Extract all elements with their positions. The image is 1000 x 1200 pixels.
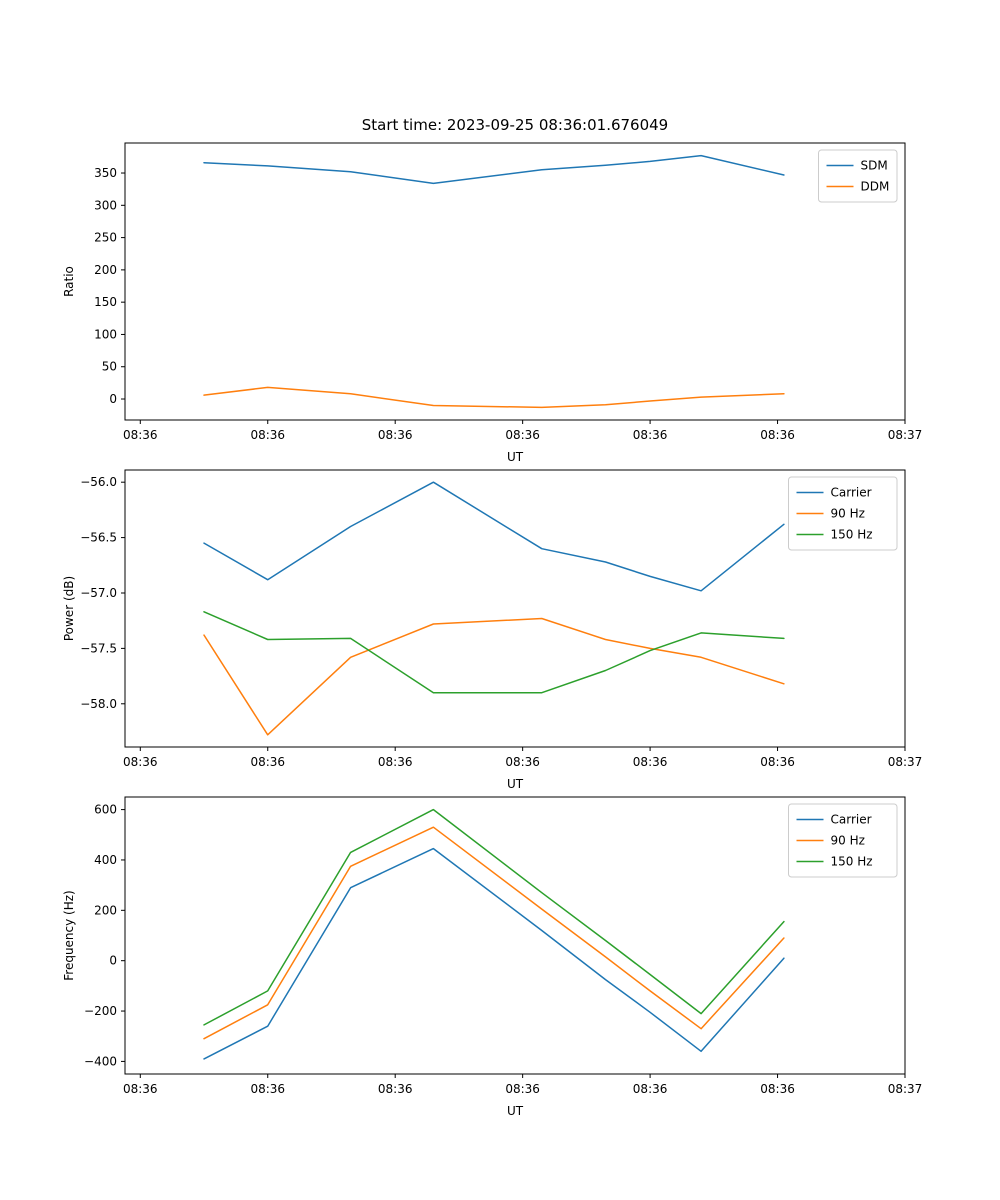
power-series-carrier — [203, 481, 785, 592]
legend-box — [788, 476, 898, 551]
legend-box — [788, 803, 898, 878]
x-tick-label: 08:36 — [378, 1082, 413, 1096]
y-tick-label: 300 — [94, 198, 117, 212]
ratio-series-ddm — [203, 386, 785, 409]
y-axis-label: Ratio — [62, 266, 76, 297]
y-tick-label: 200 — [94, 263, 117, 277]
y-tick-label: −400 — [84, 1054, 117, 1068]
x-tick-label: 08:36 — [250, 755, 285, 769]
legend-label-carrier: Carrier — [831, 486, 872, 500]
frequency-series-90-hz — [203, 826, 785, 1040]
x-tick-label: 08:36 — [760, 428, 795, 442]
legend-label-sdm: SDM — [861, 159, 888, 173]
y-tick-label: 400 — [94, 853, 117, 867]
legend-label-carrier: Carrier — [831, 813, 872, 827]
y-tick-label: −200 — [84, 1004, 117, 1018]
y-tick-label: 150 — [94, 295, 117, 309]
x-tick-label: 08:36 — [633, 1082, 668, 1096]
axes-frame — [124, 142, 906, 421]
legend-label-150-hz: 150 Hz — [831, 528, 873, 542]
x-axis-label: UT — [507, 450, 524, 464]
y-tick-label: −56.5 — [80, 531, 117, 545]
power-legend: Carrier 90 Hz 150 Hz — [788, 476, 898, 551]
y-tick-label: 100 — [94, 327, 117, 341]
y-tick-label: 0 — [109, 954, 117, 968]
frequency-series-150-hz — [203, 808, 785, 1026]
legend-label-ddm: DDM — [861, 180, 890, 194]
x-axis-label: UT — [507, 777, 524, 791]
y-tick-label: −57.0 — [80, 586, 117, 600]
frequency-legend: Carrier 90 Hz 150 Hz — [788, 803, 898, 878]
y-tick-label: −56.0 — [80, 475, 117, 489]
x-tick-label: 08:36 — [123, 1082, 158, 1096]
x-tick-label: 08:36 — [760, 1082, 795, 1096]
y-tick-label: 0 — [109, 392, 117, 406]
x-tick-label: 08:36 — [760, 755, 795, 769]
x-tick-label: 08:36 — [123, 428, 158, 442]
legend-box — [818, 149, 898, 203]
x-tick-label: 08:36 — [250, 1082, 285, 1096]
x-tick-label: 08:36 — [378, 755, 413, 769]
ratio-series-sdm — [203, 154, 785, 185]
x-tick-label: 08:36 — [250, 428, 285, 442]
ratio-legend: SDM DDM — [818, 149, 898, 203]
legend-label-150-hz: 150 Hz — [831, 855, 873, 869]
x-axis-label: UT — [507, 1104, 524, 1118]
x-tick-label: 08:36 — [633, 428, 668, 442]
figure-title: Start time: 2023-09-25 08:36:01.676049 — [361, 116, 669, 134]
y-tick-label: 600 — [94, 803, 117, 817]
x-tick-label: 08:36 — [505, 755, 540, 769]
power-series-150-hz — [203, 611, 785, 694]
frequency-chart: 08:36 08:36 08:36 08:36 08:36 08:36 08:37 UT −40… — [62, 796, 923, 1118]
x-tick-label: 08:36 — [378, 428, 413, 442]
frequency-series-carrier — [203, 847, 785, 1060]
x-tick-label: 08:36 — [505, 428, 540, 442]
y-tick-label: 50 — [102, 360, 117, 374]
legend-label-90-hz: 90 Hz — [831, 507, 865, 521]
y-axis-label: Frequency (Hz) — [62, 890, 76, 981]
x-tick-label: 08:37 — [888, 428, 923, 442]
y-tick-label: −58.0 — [80, 697, 117, 711]
x-tick-label: 08:36 — [505, 1082, 540, 1096]
x-tick-label: 08:37 — [888, 755, 923, 769]
y-tick-label: 200 — [94, 903, 117, 917]
y-tick-label: −57.5 — [80, 641, 117, 655]
axes-frame — [124, 796, 906, 1075]
y-tick-label: 350 — [94, 166, 117, 180]
power-chart: 08:36 08:36 08:36 08:36 08:36 08:36 08:37 UT −56… — [62, 469, 923, 791]
y-tick-label: 250 — [94, 231, 117, 245]
x-tick-label: 08:36 — [123, 755, 158, 769]
y-axis-label: Power (dB) — [62, 576, 76, 641]
legend-label-90-hz: 90 Hz — [831, 834, 865, 848]
axes-frame — [124, 469, 906, 748]
x-tick-label: 08:37 — [888, 1082, 923, 1096]
power-series-90-hz — [203, 617, 785, 736]
x-tick-label: 08:36 — [633, 755, 668, 769]
ratio-chart: 08:36 08:36 08:36 08:36 08:36 08:36 08:37 UT 0 50… — [62, 142, 923, 464]
